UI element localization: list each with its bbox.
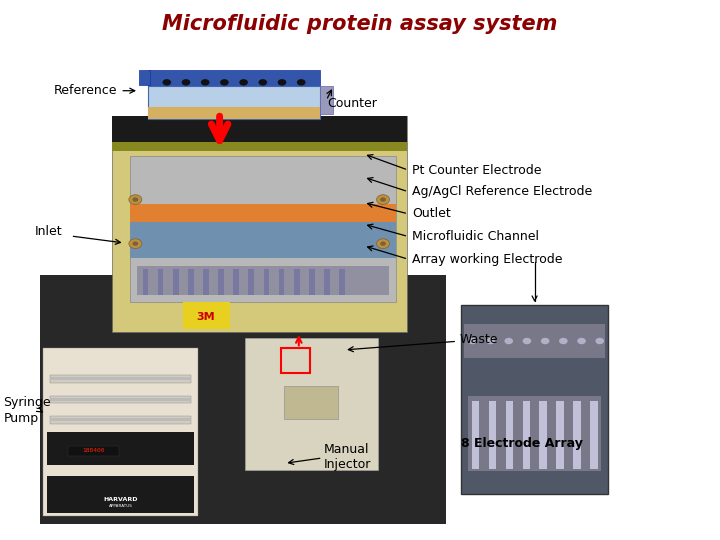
Bar bbox=[279, 268, 284, 295]
Bar bbox=[130, 204, 396, 221]
Bar bbox=[472, 401, 479, 469]
Bar bbox=[284, 386, 338, 418]
Bar bbox=[130, 221, 396, 258]
Bar bbox=[245, 338, 378, 470]
Bar bbox=[324, 268, 330, 295]
Circle shape bbox=[377, 195, 390, 205]
Circle shape bbox=[132, 241, 138, 246]
Circle shape bbox=[132, 198, 138, 202]
Bar bbox=[130, 156, 396, 302]
Bar bbox=[468, 396, 601, 471]
Bar bbox=[43, 348, 198, 516]
Bar bbox=[68, 446, 119, 456]
Bar bbox=[47, 476, 194, 513]
Bar bbox=[50, 377, 191, 380]
Circle shape bbox=[201, 79, 210, 85]
Bar bbox=[148, 107, 320, 119]
Text: Reference: Reference bbox=[54, 84, 117, 97]
Bar bbox=[309, 268, 315, 295]
Bar bbox=[461, 305, 608, 494]
Circle shape bbox=[595, 338, 604, 345]
Text: Outlet: Outlet bbox=[412, 207, 451, 220]
Circle shape bbox=[181, 79, 190, 85]
Bar bbox=[264, 268, 269, 295]
Bar bbox=[505, 401, 513, 469]
Bar bbox=[143, 268, 148, 295]
Text: 3M: 3M bbox=[197, 312, 215, 322]
Bar bbox=[523, 401, 530, 469]
Bar bbox=[248, 268, 254, 295]
Text: 8 Electrode Array: 8 Electrode Array bbox=[461, 437, 582, 450]
Text: Ag/AgCl Reference Electrode: Ag/AgCl Reference Electrode bbox=[412, 185, 592, 198]
Circle shape bbox=[297, 79, 305, 85]
Circle shape bbox=[541, 338, 549, 345]
Text: APPARATUS: APPARATUS bbox=[109, 504, 132, 508]
Circle shape bbox=[129, 195, 142, 205]
Text: 188400: 188400 bbox=[82, 448, 105, 454]
Bar bbox=[590, 401, 598, 469]
Bar bbox=[148, 70, 320, 92]
Text: Inlet: Inlet bbox=[35, 225, 62, 238]
Bar bbox=[188, 268, 194, 295]
Bar bbox=[40, 275, 446, 524]
Circle shape bbox=[468, 338, 477, 345]
Circle shape bbox=[380, 198, 386, 202]
Bar bbox=[50, 375, 191, 382]
Bar bbox=[294, 268, 300, 295]
Bar bbox=[183, 302, 230, 329]
Circle shape bbox=[163, 79, 171, 85]
Circle shape bbox=[258, 79, 267, 85]
Text: Microfluidic Channel: Microfluidic Channel bbox=[412, 230, 539, 243]
Circle shape bbox=[577, 338, 586, 345]
Bar bbox=[50, 416, 191, 423]
Bar bbox=[320, 86, 333, 114]
Bar bbox=[50, 397, 191, 401]
Bar bbox=[489, 401, 496, 469]
Bar bbox=[281, 348, 310, 373]
Circle shape bbox=[505, 338, 513, 345]
Bar bbox=[158, 268, 163, 295]
Bar bbox=[112, 116, 407, 144]
Circle shape bbox=[559, 338, 567, 345]
Bar bbox=[50, 395, 191, 403]
Text: Injector: Injector bbox=[324, 458, 372, 471]
Bar bbox=[50, 418, 191, 421]
Text: Waste: Waste bbox=[459, 333, 498, 346]
Bar bbox=[112, 116, 407, 332]
Bar bbox=[203, 268, 209, 295]
Circle shape bbox=[220, 79, 229, 85]
Text: Syringe: Syringe bbox=[4, 396, 51, 409]
Circle shape bbox=[486, 338, 495, 345]
Bar bbox=[233, 268, 239, 295]
Text: Microfluidic protein assay system: Microfluidic protein assay system bbox=[162, 14, 558, 35]
Bar bbox=[573, 401, 580, 469]
Text: Pump: Pump bbox=[4, 412, 39, 425]
Text: HARVARD: HARVARD bbox=[104, 497, 138, 502]
Circle shape bbox=[380, 241, 386, 246]
Bar bbox=[173, 268, 179, 295]
Circle shape bbox=[129, 239, 142, 248]
Bar bbox=[47, 432, 194, 465]
Circle shape bbox=[278, 79, 287, 85]
Bar bbox=[218, 268, 224, 295]
Text: Manual: Manual bbox=[324, 443, 369, 456]
Circle shape bbox=[523, 338, 531, 345]
Bar bbox=[464, 324, 605, 358]
Bar bbox=[557, 401, 564, 469]
Text: Counter: Counter bbox=[328, 97, 377, 110]
Circle shape bbox=[239, 79, 248, 85]
Bar bbox=[139, 70, 150, 85]
Bar bbox=[539, 401, 546, 469]
Bar bbox=[339, 268, 345, 295]
Bar bbox=[112, 142, 407, 151]
Circle shape bbox=[377, 239, 390, 248]
Text: Array working Electrode: Array working Electrode bbox=[412, 253, 562, 266]
Bar bbox=[137, 266, 389, 295]
Bar bbox=[148, 86, 320, 119]
Text: Pt Counter Electrode: Pt Counter Electrode bbox=[412, 164, 541, 177]
